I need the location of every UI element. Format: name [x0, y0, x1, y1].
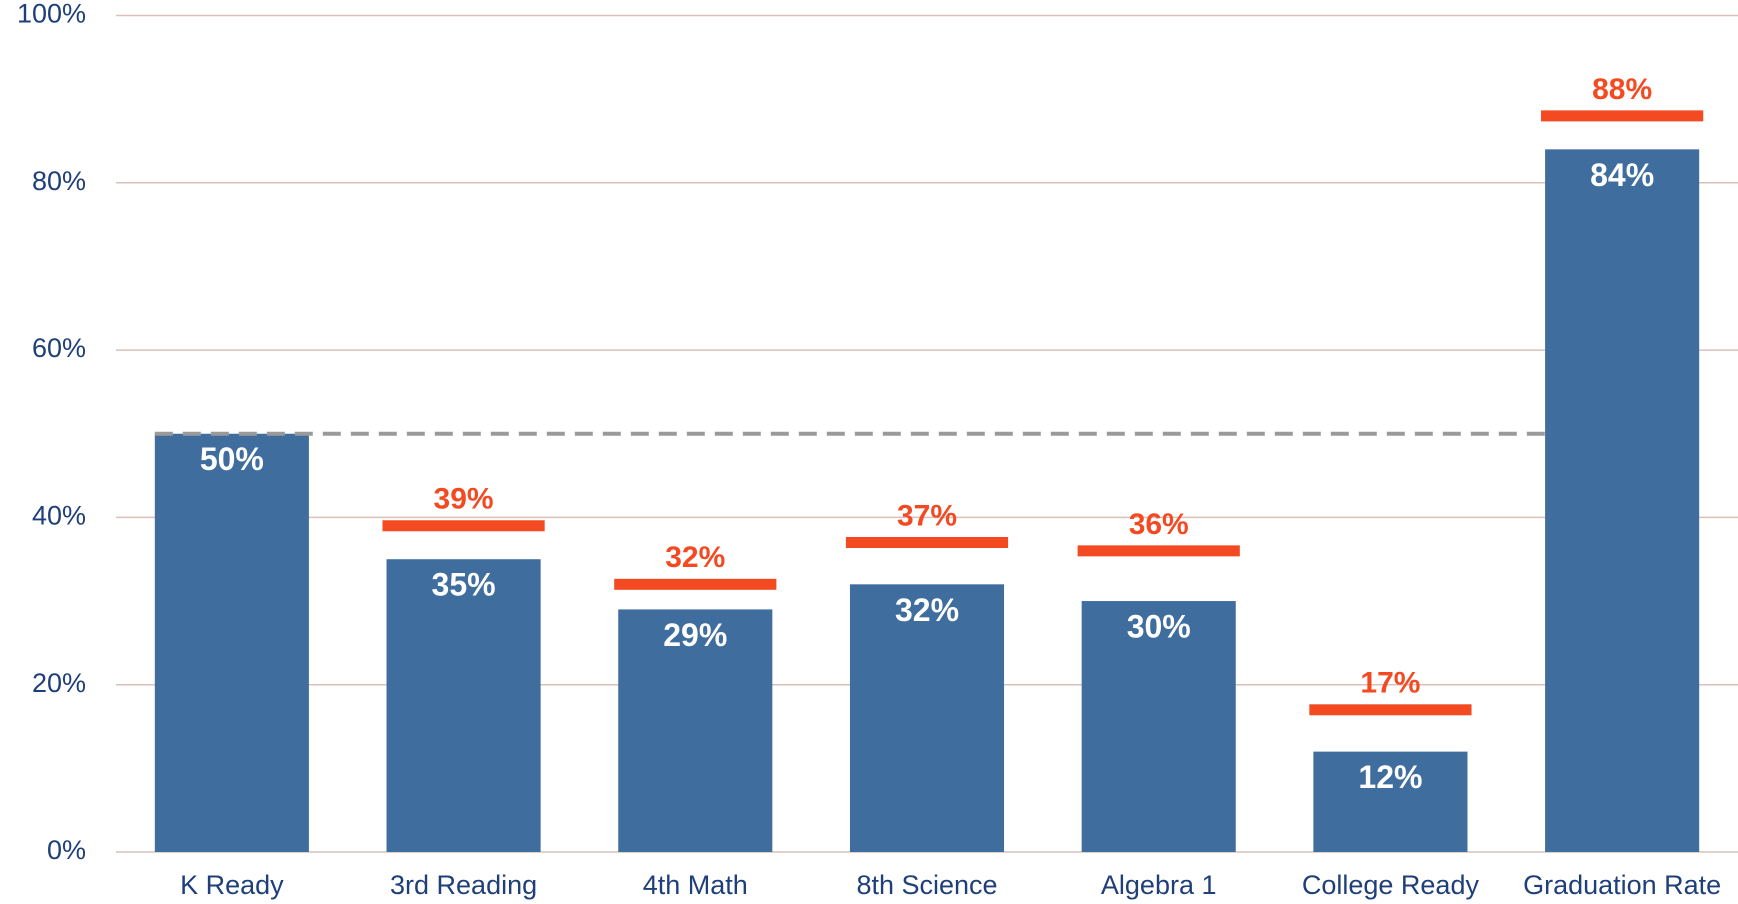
target-label: 32% — [665, 541, 725, 574]
y-tick-label: 20% — [32, 668, 86, 698]
bar — [618, 609, 773, 852]
value-label: 35% — [432, 567, 496, 603]
target-marker — [845, 536, 1009, 548]
target-marker — [382, 520, 545, 532]
bar — [1313, 751, 1468, 852]
target-label: 39% — [434, 483, 494, 516]
x-tick-label: 4th Math — [643, 870, 748, 900]
x-tick-label: K Ready — [180, 870, 284, 900]
bar — [1081, 601, 1236, 852]
value-label: 29% — [663, 617, 727, 653]
y-tick-label: 40% — [32, 501, 86, 531]
x-tick-label: 8th Science — [856, 870, 997, 900]
bar — [154, 433, 309, 852]
target-label: 17% — [1360, 667, 1420, 700]
value-label: 32% — [895, 592, 959, 628]
x-tick-label: Graduation Rate — [1523, 870, 1721, 900]
value-label: 12% — [1358, 759, 1422, 795]
y-tick-label: 80% — [32, 166, 86, 196]
value-label: 30% — [1127, 609, 1191, 645]
bar — [849, 584, 1005, 852]
value-label: 84% — [1590, 157, 1654, 193]
target-label: 37% — [897, 499, 957, 532]
y-tick-label: 0% — [47, 835, 86, 865]
target-label: 36% — [1129, 508, 1189, 541]
value-label: 50% — [200, 441, 264, 477]
x-tick-label: College Ready — [1302, 870, 1480, 900]
target-marker — [1309, 704, 1472, 716]
target-marker — [1077, 545, 1240, 557]
target-label: 88% — [1592, 73, 1652, 106]
x-tick-label: 3rd Reading — [390, 870, 537, 900]
x-tick-label: Algebra 1 — [1101, 870, 1217, 900]
target-marker — [614, 578, 777, 590]
y-tick-label: 60% — [32, 333, 86, 363]
bar — [1545, 149, 1700, 853]
y-tick-label: 100% — [17, 0, 86, 29]
bar — [386, 559, 541, 852]
target-marker — [1541, 110, 1704, 122]
